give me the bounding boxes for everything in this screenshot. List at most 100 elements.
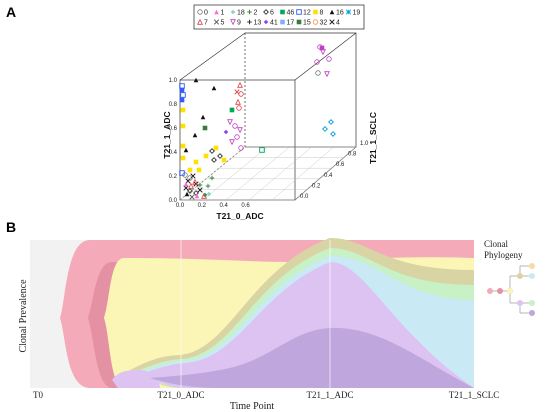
scatter-point	[227, 119, 233, 126]
z-tick-label: 0.6	[336, 162, 345, 168]
scatter-point	[180, 155, 186, 161]
scatter-point	[185, 178, 191, 184]
legend-label: 7	[204, 20, 208, 27]
phylo-node-dark-purple	[529, 310, 535, 316]
scatter-point	[179, 83, 185, 89]
z-tick-label: 0.8	[348, 152, 357, 158]
grid-line	[225, 146, 290, 201]
legend-label: 46	[287, 10, 295, 17]
legend-label: 4	[336, 20, 340, 27]
scatter-point	[179, 87, 185, 93]
x-tick-label: 0.0	[176, 203, 185, 209]
legend-label: 41	[270, 20, 278, 27]
x-tick-label: 0.6	[241, 203, 250, 209]
scatter-point	[237, 127, 243, 134]
scatter-point	[206, 191, 212, 197]
grid-line	[294, 146, 357, 201]
x-axis-title-fish: Time Point	[230, 401, 275, 412]
phylo-node-green	[529, 300, 535, 306]
scatter-point	[202, 125, 208, 131]
panel-a-label: A	[6, 4, 16, 20]
scatter-point	[193, 159, 199, 165]
legend-box	[193, 4, 365, 30]
phylo-node-olive	[517, 273, 523, 279]
scatter-point	[196, 167, 202, 173]
scatter-point	[192, 132, 198, 138]
legend-marker	[345, 9, 352, 15]
scatter-point	[229, 107, 235, 113]
phylo-node-yellow	[506, 287, 514, 295]
scatter-point	[236, 105, 242, 111]
grid-line	[202, 146, 268, 201]
legend-marker	[313, 9, 318, 15]
y-axis-title-fish: Clonal Prevalence	[18, 279, 29, 353]
scatter-point	[211, 85, 217, 91]
legend-marker	[247, 9, 252, 15]
legend-label: 12	[303, 10, 311, 17]
scatter-point	[205, 183, 211, 189]
scatter-point	[314, 59, 320, 65]
phylo-node-cyan	[529, 273, 535, 279]
legend-marker	[263, 9, 269, 15]
y-axis-ticks: 0.0 0.2 0.4 0.6 0.8 1.0	[169, 78, 178, 204]
scatter-point	[180, 123, 186, 129]
phylo-node-pink	[487, 288, 493, 294]
y-axis-title: T21_1_ADC	[162, 111, 172, 158]
legend: 0 1 18 2 6 46 12 8 16 19 7 5 9 13 41 17 15 32 4	[197, 9, 361, 27]
scatter-point	[194, 193, 200, 199]
scatter-point	[197, 182, 203, 188]
legend-label: 16	[336, 10, 344, 17]
legend-marker	[230, 19, 236, 26]
scatter-point	[324, 71, 330, 78]
scatter-point	[180, 143, 186, 149]
grid-line	[271, 146, 334, 201]
legend-marker	[280, 9, 285, 15]
clone-purple-early	[112, 370, 160, 388]
scatter-point	[209, 148, 215, 154]
scatter-point	[238, 91, 244, 97]
scatter-point	[319, 45, 325, 51]
legend-marker	[296, 9, 302, 15]
scatter-point	[322, 126, 328, 132]
scatter-point	[315, 70, 321, 76]
legend-marker	[263, 19, 269, 25]
scatter-point	[213, 145, 219, 151]
scatter-point	[187, 167, 193, 173]
z-tick-label: 0.2	[312, 183, 321, 189]
legend-label: 1	[221, 10, 225, 17]
time-point-label: T21_1_ADC	[307, 390, 354, 400]
x-axis-title: T21_0_ADC	[216, 211, 263, 221]
scatter-point	[234, 134, 240, 140]
phylogeny-title-1: Clonal	[484, 239, 508, 249]
legend-label: 19	[353, 10, 361, 17]
legend-label: 17	[287, 20, 295, 27]
scatter-point	[180, 92, 186, 98]
floor-grid	[179, 146, 357, 201]
legend-marker	[247, 19, 252, 25]
scatter-point	[330, 131, 336, 137]
legend-marker	[213, 19, 220, 25]
scatter-3d-plot: 0 1 18 2 6 46 12 8 16 197 5 9 13 41 17 15 32 4 0.0 0.2 0.4 0…	[162, 4, 378, 221]
legend-marker	[214, 9, 219, 15]
y-tick-label: 0.6	[169, 126, 178, 132]
scatter-point	[188, 182, 194, 189]
scatter-point	[223, 129, 229, 135]
scatter-point	[235, 98, 241, 105]
scatter-point	[184, 191, 190, 197]
time-point-label: T21_1_SCLC	[449, 390, 500, 400]
time-point-label: T0	[33, 390, 43, 400]
scatter-point	[179, 170, 185, 176]
legend-marker	[329, 9, 335, 15]
legend-marker	[230, 9, 236, 15]
grid-line	[248, 146, 312, 201]
legend-marker	[197, 9, 203, 15]
legend-marker	[312, 19, 319, 25]
phylo-node-dark-pink	[497, 288, 503, 294]
scatter-point	[189, 194, 195, 200]
back-face	[245, 32, 357, 148]
legend-label: 15	[303, 20, 311, 27]
legend-label: 9	[237, 20, 241, 27]
legend-label: 6	[270, 10, 274, 17]
scatter-point	[209, 175, 215, 181]
